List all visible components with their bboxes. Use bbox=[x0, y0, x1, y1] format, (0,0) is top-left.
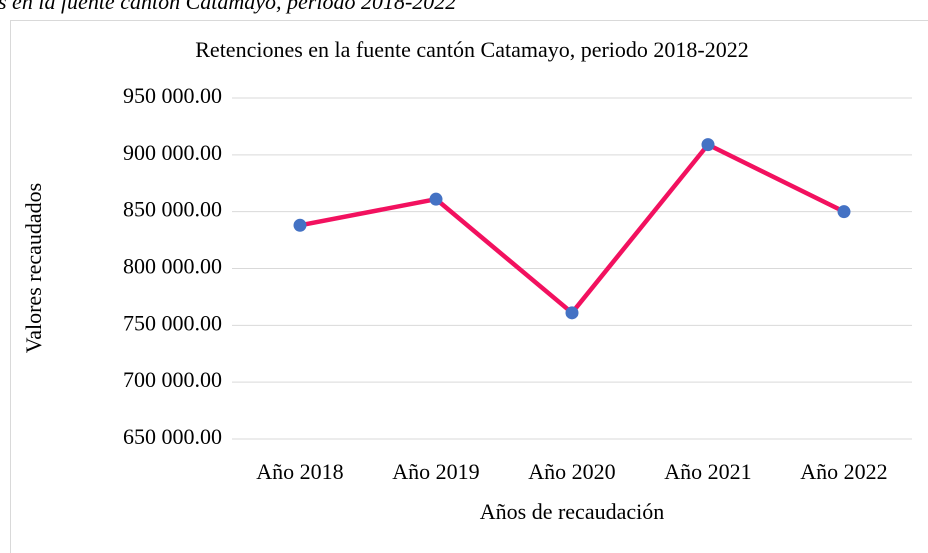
y-tick-label: 650 000.00 bbox=[123, 424, 222, 449]
x-tick-label: Año 2019 bbox=[392, 459, 479, 484]
chart-frame bbox=[10, 20, 928, 553]
x-tick-label: Año 2021 bbox=[664, 459, 751, 484]
marker bbox=[293, 218, 307, 232]
marker bbox=[837, 205, 851, 219]
marker bbox=[701, 138, 715, 152]
marker bbox=[429, 192, 443, 206]
x-axis-title: Años de recaudación bbox=[480, 499, 664, 524]
x-tick-label: Año 2020 bbox=[528, 459, 615, 484]
y-tick-label: 700 000.00 bbox=[123, 367, 222, 392]
caption: s en la fuente cantón Catamayo, periodo … bbox=[0, 0, 456, 14]
chart-title: Retenciones en la fuente cantón Catamayo… bbox=[195, 37, 749, 62]
y-tick-label: 950 000.00 bbox=[123, 83, 222, 108]
y-tick-label: 900 000.00 bbox=[123, 140, 222, 165]
line bbox=[299, 142, 845, 316]
y-axis-title: Valores recaudados bbox=[21, 183, 46, 353]
marker bbox=[565, 306, 579, 320]
y-tick-label: 750 000.00 bbox=[123, 310, 222, 335]
y-tick-label: 850 000.00 bbox=[123, 197, 222, 222]
x-tick-label: Año 2018 bbox=[256, 459, 343, 484]
x-tick-label: Año 2022 bbox=[800, 459, 887, 484]
y-tick-label: 800 000.00 bbox=[123, 254, 222, 279]
